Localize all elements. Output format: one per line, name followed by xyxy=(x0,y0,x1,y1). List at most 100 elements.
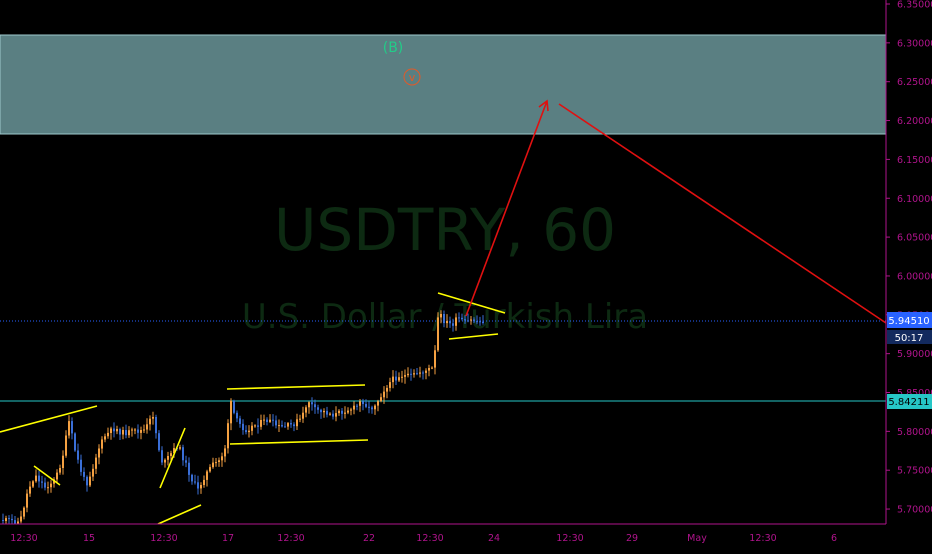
candle-up xyxy=(98,448,100,458)
candle-down xyxy=(38,475,40,482)
candle-down xyxy=(83,471,85,477)
candle-up xyxy=(128,430,130,436)
candle-down xyxy=(257,425,259,427)
price-tick-label: 6.15000 xyxy=(897,155,932,166)
candle-up xyxy=(302,412,304,419)
time-tick-label: 12:30 xyxy=(10,533,37,544)
candle-up xyxy=(47,487,49,489)
candle-up xyxy=(230,400,232,424)
price-axis[interactable] xyxy=(885,0,932,550)
candle-up xyxy=(407,373,409,376)
candle-up xyxy=(143,429,145,431)
candle-up xyxy=(329,413,331,415)
price-tick-label: 6.05000 xyxy=(897,233,932,244)
candle-up xyxy=(425,370,427,373)
candle-up xyxy=(122,430,124,435)
candle-up xyxy=(221,456,223,461)
trendline[interactable] xyxy=(0,405,98,433)
candle-down xyxy=(161,450,163,463)
candle-up xyxy=(386,387,388,392)
candle-down xyxy=(188,462,190,475)
candle-down xyxy=(362,401,364,404)
candle-up xyxy=(5,518,7,521)
candle-down xyxy=(464,319,466,321)
candle-down xyxy=(8,518,10,520)
trendline[interactable] xyxy=(226,384,366,390)
trendline[interactable] xyxy=(159,427,186,489)
candle-down xyxy=(74,433,76,451)
candle-up xyxy=(32,481,34,487)
countdown-tag xyxy=(887,330,932,344)
candle-down xyxy=(272,419,274,421)
candle-up xyxy=(167,456,169,460)
candle-down xyxy=(233,400,235,413)
candle-up xyxy=(95,457,97,469)
candle-up xyxy=(20,516,22,522)
candle-up xyxy=(398,377,400,381)
candle-up xyxy=(338,410,340,414)
candle-up xyxy=(152,417,154,419)
candle-up xyxy=(164,459,166,463)
candle-up xyxy=(344,412,346,414)
candle-up xyxy=(134,429,136,431)
candle-up xyxy=(203,479,205,485)
candle-up xyxy=(446,321,448,324)
time-axis-bg xyxy=(0,524,932,550)
candle-up xyxy=(323,410,325,413)
candle-down xyxy=(77,450,79,460)
trendline[interactable] xyxy=(157,504,202,525)
candle-up xyxy=(170,453,172,456)
candle-up xyxy=(35,475,37,482)
arrowhead xyxy=(538,99,549,112)
trendlines-group xyxy=(0,292,506,525)
candle-down xyxy=(449,321,451,324)
candle-up xyxy=(215,462,217,464)
candle-down xyxy=(479,321,481,323)
candle-up xyxy=(470,319,472,321)
candle-down xyxy=(245,430,247,433)
candle-up xyxy=(350,409,352,411)
candle-down xyxy=(44,482,46,488)
price-tick-label: 6.20000 xyxy=(897,116,932,127)
candle-down xyxy=(482,321,484,323)
candle-down xyxy=(86,476,88,486)
time-tick-label: 12:30 xyxy=(749,533,776,544)
candle-down xyxy=(239,418,241,424)
candle-down xyxy=(242,423,244,431)
candle-up xyxy=(347,410,349,413)
candle-up xyxy=(305,407,307,413)
time-tick-label: 12:30 xyxy=(556,533,583,544)
candle-up xyxy=(308,402,310,408)
candle-down xyxy=(290,423,292,425)
candle-up xyxy=(101,439,103,449)
resistance-zone[interactable] xyxy=(0,34,887,135)
candle-up xyxy=(383,391,385,398)
projection-up-arrow[interactable] xyxy=(465,100,548,317)
candle-up xyxy=(131,429,133,431)
last-price-value: 5.94510 xyxy=(888,316,929,327)
trendline[interactable] xyxy=(229,439,369,445)
candle-up xyxy=(374,405,376,410)
candle-down xyxy=(467,320,469,322)
countdown-value: 50:17 xyxy=(895,333,924,344)
candle-up xyxy=(359,401,361,406)
candle-down xyxy=(137,429,139,433)
candle-down xyxy=(158,433,160,451)
candle-up xyxy=(89,476,91,486)
price-tick-label: 6.00000 xyxy=(897,271,932,282)
candle-down xyxy=(461,317,463,320)
candle-down xyxy=(410,373,412,375)
candle-down xyxy=(473,319,475,322)
trendline[interactable] xyxy=(33,465,61,486)
candle-up xyxy=(179,447,181,449)
candle-down xyxy=(284,426,286,428)
candle-up xyxy=(107,432,109,437)
candle-up xyxy=(404,375,406,377)
candle-down xyxy=(125,430,127,436)
time-axis[interactable] xyxy=(0,523,932,550)
projection-down-line[interactable] xyxy=(558,103,887,324)
trendline[interactable] xyxy=(448,333,499,340)
price-tick-label: 5.85000 xyxy=(897,388,932,399)
